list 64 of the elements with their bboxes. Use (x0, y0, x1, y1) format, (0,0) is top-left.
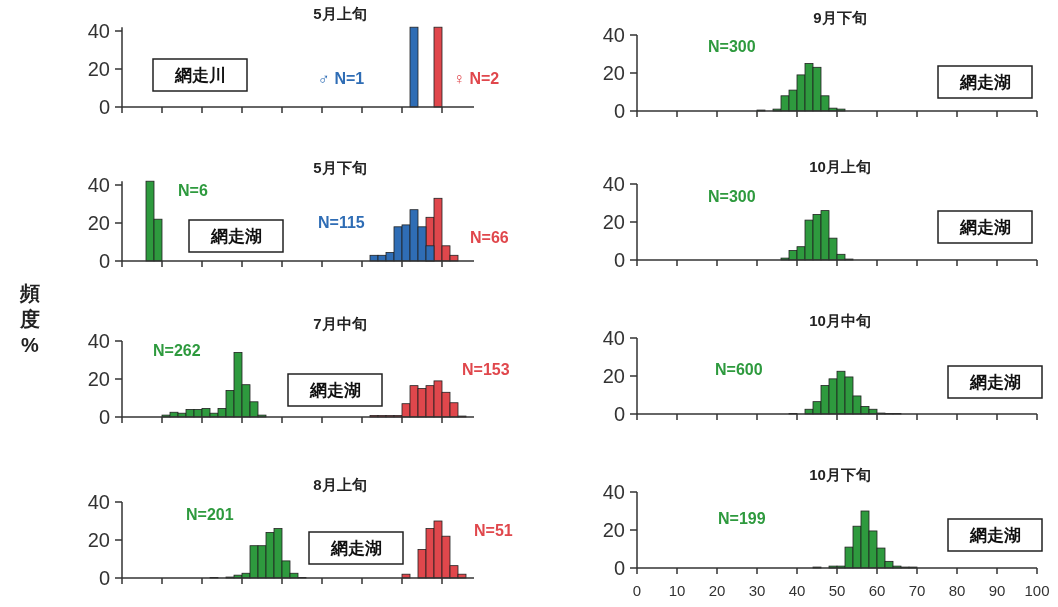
chart-title: 7月中旬 (313, 315, 367, 332)
text: ♂ N=1 (318, 70, 365, 87)
y-tick-label: 0 (98, 406, 110, 429)
chart-title: 9月下旬 (813, 9, 867, 26)
chart-title: 5月上旬 (313, 5, 367, 22)
x-tick-label: 30 (748, 582, 766, 599)
y-tick-label: 20 (87, 58, 110, 81)
annotation: 網走湖 (968, 373, 1021, 393)
x-tick-label: 20 (708, 582, 726, 599)
y-tick-label: 40 (602, 481, 625, 504)
annotation: 網走湖 (958, 73, 1011, 93)
annotation: 網走湖 (958, 218, 1011, 238)
x-tick-label: 70 (908, 582, 926, 599)
y-tick-label: 20 (87, 529, 110, 552)
annotation: 網走湖 (308, 381, 361, 401)
y-tick-label: 40 (602, 327, 625, 350)
x-tick-label: 80 (948, 582, 966, 599)
y-tick-label: 0 (613, 403, 625, 426)
x-tick-label: 50 (828, 582, 846, 599)
y-tick-label: 40 (87, 491, 110, 514)
y-tick-label: 0 (98, 96, 110, 119)
annotation: 網走湖 (968, 526, 1021, 546)
y-tick-label: 0 (613, 100, 625, 123)
chart-title: 8月上旬 (313, 476, 367, 493)
x-tick-label: 10 (668, 582, 686, 599)
y-tick-label: 20 (602, 211, 625, 234)
annotation: 網走湖 (209, 227, 262, 247)
y-tick-label: 40 (87, 330, 110, 353)
x-tick-label: 0 (632, 582, 642, 599)
series-label: N=51 (474, 522, 513, 539)
y-tick-label: 0 (613, 249, 625, 272)
x-tick-label: 60 (868, 582, 886, 599)
y-tick-label: 40 (87, 174, 110, 197)
y-tick-label: 40 (87, 20, 110, 43)
chart-title: 10月下旬 (809, 466, 871, 483)
series-label: N=66 (470, 229, 509, 246)
y-tick-label: 40 (602, 24, 625, 47)
annotation: N=300 (708, 38, 756, 55)
y-tick-label: 20 (602, 519, 625, 542)
series-label: N=153 (462, 361, 510, 378)
annotation: 網走湖 (329, 539, 382, 559)
annotation: N=199 (718, 510, 766, 527)
text: N=262 (153, 342, 201, 359)
annotation: 網走川 (173, 66, 226, 86)
series-label: ♀ N=2 (453, 70, 500, 87)
y-tick-label: 20 (87, 368, 110, 391)
series-label: N=201 (186, 506, 234, 523)
y-tick-label: 0 (98, 250, 110, 273)
y-axis-title: 頻度 % (19, 282, 40, 356)
series-label: N=6 (178, 182, 208, 199)
y-tick-label: 20 (602, 62, 625, 85)
annotation: N=300 (708, 188, 756, 205)
y-tick-label: 20 (602, 365, 625, 388)
x-tick-label: 40 (788, 582, 806, 599)
y-tick-label: 40 (602, 173, 625, 196)
series-label: N=115 (318, 214, 365, 231)
x-tick-label: 90 (988, 582, 1006, 599)
x-tick-label: 100 (1024, 582, 1050, 599)
chart-title: 10月中旬 (809, 312, 871, 329)
y-tick-label: 0 (613, 557, 625, 580)
chart-title: 5月下旬 (313, 159, 367, 176)
annotation: N=600 (715, 361, 763, 378)
y-tick-label: 20 (87, 212, 110, 235)
chart-title: 10月上旬 (809, 158, 871, 175)
